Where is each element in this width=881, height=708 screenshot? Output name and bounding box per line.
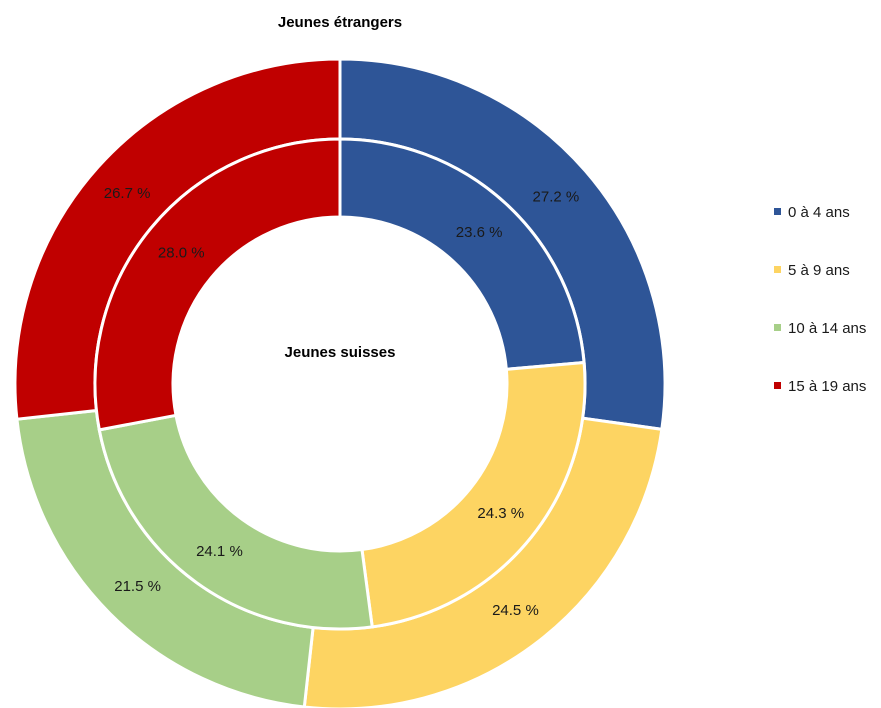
legend-label-1: 5 à 9 ans	[788, 262, 850, 279]
legend-swatch-2	[774, 324, 781, 331]
legend-label-2: 10 à 14 ans	[788, 320, 866, 337]
inner-slice-1	[360, 360, 587, 629]
outer-slice-label-1: 24.5 %	[492, 602, 539, 619]
outer-slice-label-3: 26.7 %	[104, 185, 151, 202]
legend-swatch-0	[774, 208, 781, 215]
inner-slice-0	[338, 137, 586, 371]
inner-ring	[93, 137, 587, 631]
inner-slice-label-3: 28.0 %	[158, 245, 205, 262]
legend-label-0: 0 à 4 ans	[788, 204, 850, 221]
inner-slice-label-1: 24.3 %	[477, 505, 524, 522]
outer-ring-labels: 27.2 % 24.5 % 21.5 % 26.7 %	[104, 185, 579, 619]
legend-label-3: 15 à 19 ans	[788, 378, 866, 395]
legend-swatch-3	[774, 382, 781, 389]
inner-slice-label-0: 23.6 %	[456, 224, 503, 241]
outer-slice-label-0: 27.2 %	[533, 188, 580, 205]
inner-slice-2	[97, 413, 374, 631]
outer-slice-label-2: 21.5 %	[114, 578, 161, 595]
inner-ring-title: Jeunes suisses	[285, 344, 396, 361]
inner-slice-3	[93, 137, 342, 432]
outer-ring-title: Jeunes étrangers	[278, 14, 402, 31]
inner-ring-labels: 23.6 % 24.3 % 24.1 % 28.0 %	[158, 224, 524, 560]
legend: 0 à 4 ans 5 à 9 ans 10 à 14 ans 15 à 19 ans	[774, 204, 866, 395]
legend-swatch-1	[774, 266, 781, 273]
inner-slice-label-2: 24.1 %	[196, 543, 243, 560]
